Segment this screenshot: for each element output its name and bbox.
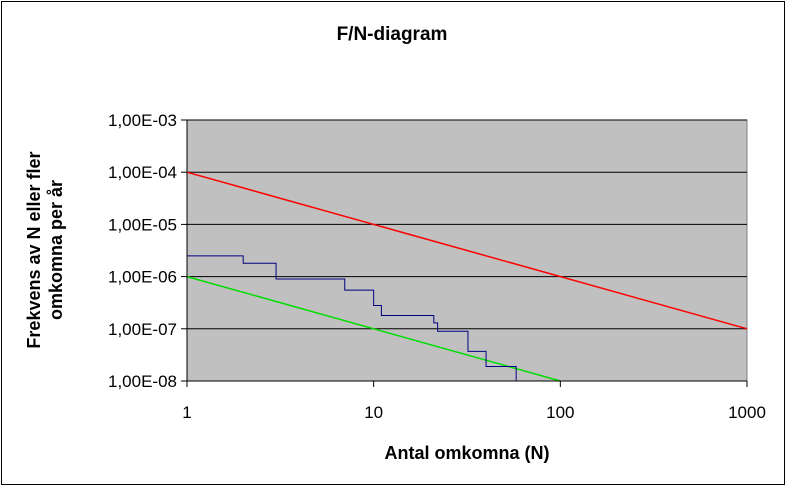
y-tick-label-3: 1,00E-06: [108, 268, 177, 287]
series-line-0: [186, 171, 748, 330]
series-group: [186, 171, 748, 382]
chart-title: F/N-diagram: [337, 24, 448, 45]
x-tick-label-1: 10: [364, 403, 383, 422]
y-axis-label-line1: Frekvens av N eller fler: [24, 151, 44, 348]
x-tick-label-0: 1: [182, 403, 191, 422]
y-axis-label-line2: omkomna per år: [46, 180, 66, 320]
y-tick-label-2: 1,00E-05: [108, 215, 177, 234]
y-tick-label-5: 1,00E-08: [108, 372, 177, 391]
series-line-1: [186, 275, 561, 382]
y-tick-label-0: 1,00E-03: [108, 111, 177, 130]
x-tick-label-2: 100: [546, 403, 574, 422]
y-tick-label-4: 1,00E-07: [108, 320, 177, 339]
series-line-2: [187, 255, 517, 381]
x-tick-labels: 1 10 100 1000: [182, 381, 766, 422]
x-tick-label-3: 1000: [728, 403, 766, 422]
y-axis-label: Frekvens av N eller fler omkomna per år: [24, 151, 66, 348]
y-tick-label-1: 1,00E-04: [108, 163, 177, 182]
y-tick-labels: 1,00E-03 1,00E-04 1,00E-05 1,00E-06 1,00E-07…: [108, 111, 187, 391]
x-axis-label: Antal omkomna (N): [384, 443, 549, 463]
